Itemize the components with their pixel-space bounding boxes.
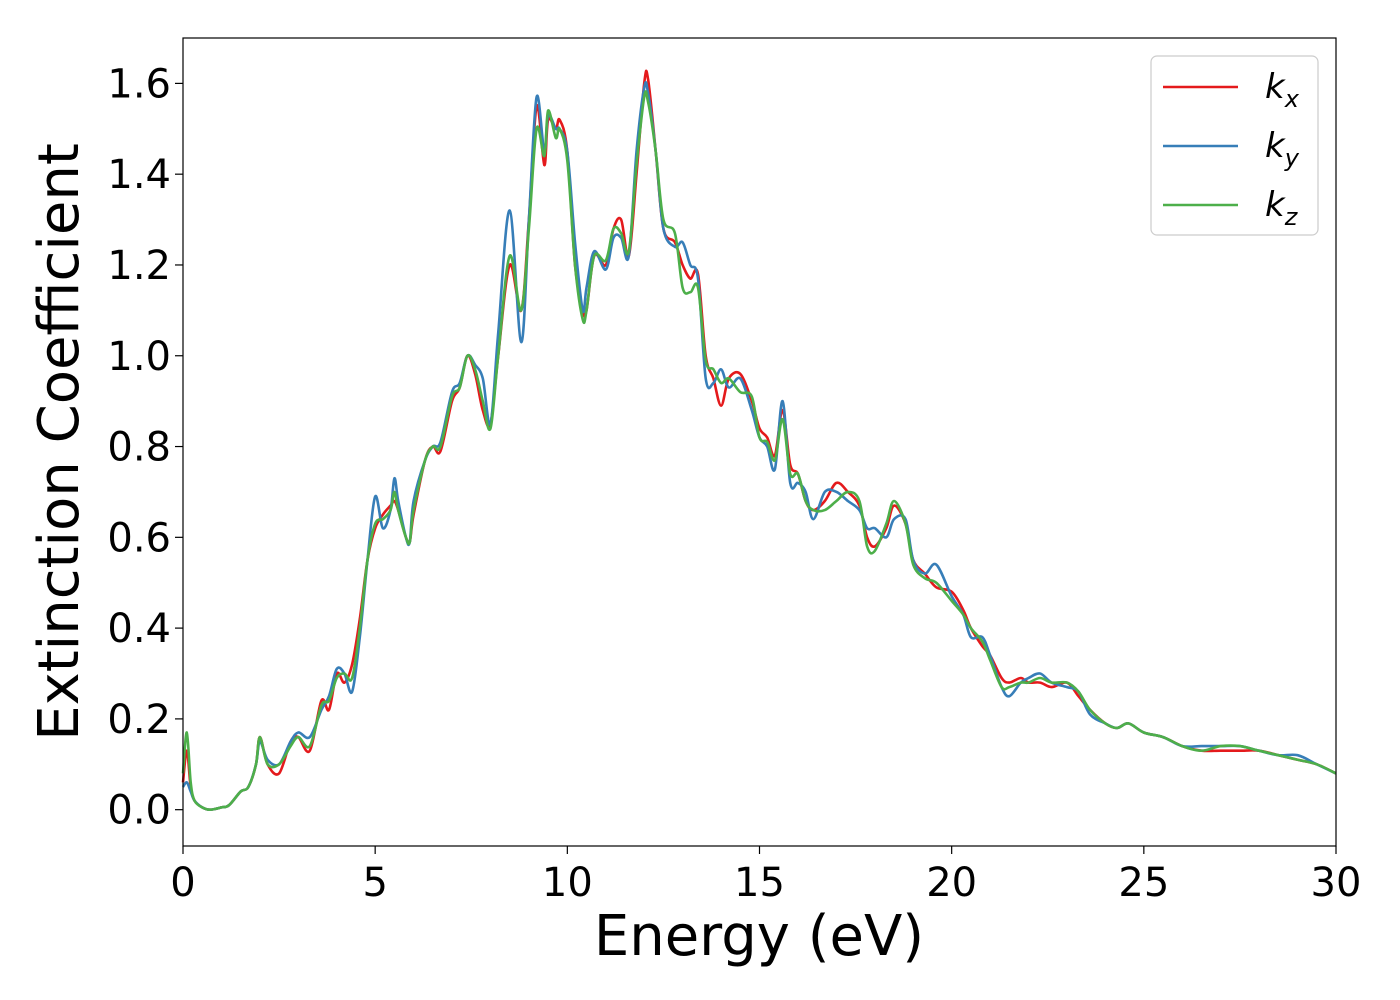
legend-label-kx: kx [1265,67,1300,113]
legend-label-kz: kz [1265,185,1299,231]
x-tick-label: 0 [170,860,195,906]
x-tick-label: 15 [734,860,785,906]
y-tick-label: 1.0 [107,334,171,380]
x-tick-label: 20 [926,860,977,906]
y-tick-label: 0.0 [107,788,171,834]
y-tick-label: 0.8 [107,425,171,471]
x-axis-label: Energy (eV) [594,904,924,969]
x-tick-label: 5 [362,860,387,906]
y-tick-label: 1.6 [107,61,171,107]
x-tick-label: 30 [1311,860,1362,906]
legend-items: kx ky kz [1163,67,1300,231]
ticks-layer: 0 5 10 15 20 25 30 0.0 0.2 0.4 0.6 0.8 1.0 1.2 1.4 1.6 [107,61,1361,906]
y-tick-label: 0.4 [107,606,171,652]
x-tick-label: 10 [542,860,593,906]
series-line-kz [181,90,1337,811]
series-layer [181,69,1337,811]
series-line-ky [181,80,1337,811]
y-tick-label: 0.2 [107,697,171,743]
y-tick-label: 0.6 [107,515,171,561]
y-tick-label: 1.2 [107,243,171,289]
y-tick-label: 1.4 [107,152,171,198]
y-axis-label: Extinction Coefficient [27,143,92,741]
legend: kx ky kz [1150,55,1319,236]
legend-label-ky: ky [1265,126,1300,172]
x-tick-label: 25 [1118,860,1169,906]
